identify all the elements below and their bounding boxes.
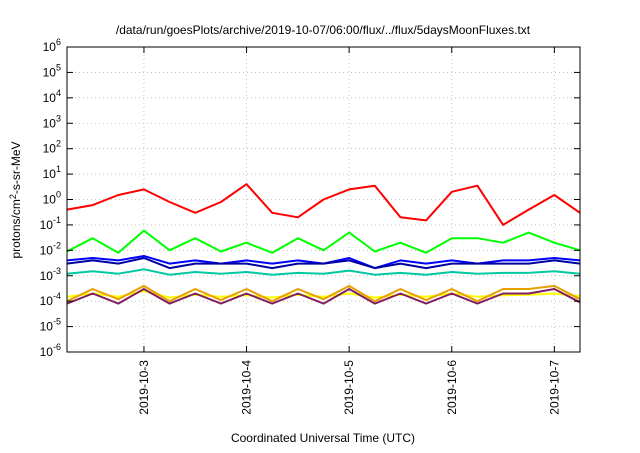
y-tick-base: 10 bbox=[43, 167, 57, 181]
y-tick-label: 100 bbox=[43, 190, 61, 207]
series-layer bbox=[66, 183, 581, 305]
y-tick-base: 10 bbox=[43, 142, 57, 156]
y-tick-exponent: 6 bbox=[56, 37, 61, 47]
y-tick-exponent: 5 bbox=[56, 62, 61, 72]
y-tick-base: 10 bbox=[43, 116, 57, 130]
y-tick-base: 10 bbox=[40, 243, 54, 257]
y-tick-label: 10-2 bbox=[40, 240, 61, 257]
y-tick-label: 10-1 bbox=[40, 215, 61, 232]
x-axis: 2019-10-3 2019-10-4 2019-10-5 2019-10-6 2019… bbox=[137, 47, 561, 415]
y-tick-exponent: 4 bbox=[56, 88, 61, 98]
y-tick-base: 10 bbox=[40, 294, 54, 308]
chart-title: /data/run/goesPlots/archive/2019-10-07/0… bbox=[116, 23, 531, 37]
y-axis: 10-610-510-410-310-210-11001011021031041… bbox=[40, 37, 580, 359]
x-tick-label: 2019-10-7 bbox=[547, 360, 561, 415]
series-line bbox=[66, 288, 581, 305]
series-line bbox=[66, 268, 581, 276]
y-tick-base: 10 bbox=[40, 320, 54, 334]
y-tick-label: 10-5 bbox=[40, 317, 61, 334]
y-tick-exponent: -4 bbox=[53, 291, 61, 301]
y-tick-label: 106 bbox=[43, 37, 61, 54]
x-tick-label: 2019-10-4 bbox=[240, 360, 254, 415]
y-tick-base: 10 bbox=[43, 40, 57, 54]
y-tick-label: 10-6 bbox=[40, 342, 61, 359]
y-tick-base: 10 bbox=[40, 345, 54, 359]
x-axis-label: Coordinated Universal Time (UTC) bbox=[231, 431, 415, 445]
y-axis-label: protons/cm2-s-sr-MeV bbox=[8, 141, 23, 258]
y-tick-exponent: -6 bbox=[53, 342, 61, 352]
y-tick-exponent: 0 bbox=[56, 190, 61, 200]
y-tick-exponent: -1 bbox=[53, 215, 61, 225]
y-tick-exponent: -2 bbox=[53, 240, 61, 250]
series-line bbox=[66, 183, 581, 226]
x-tick-label: 2019-10-3 bbox=[137, 360, 151, 415]
y-tick-label: 10-4 bbox=[40, 291, 61, 308]
x-tick-label: 2019-10-5 bbox=[342, 360, 356, 415]
y-tick-base: 10 bbox=[43, 65, 57, 79]
y-tick-exponent: 2 bbox=[56, 139, 61, 149]
y-tick-exponent: -3 bbox=[53, 266, 61, 276]
y-tick-label: 101 bbox=[43, 164, 61, 181]
y-tick-label: 105 bbox=[43, 62, 61, 79]
y-tick-label: 10-3 bbox=[40, 266, 61, 283]
y-axis-label-after: -s-sr-MeV bbox=[9, 141, 23, 194]
y-tick-base: 10 bbox=[40, 218, 54, 232]
series-line bbox=[66, 229, 581, 254]
series-line bbox=[66, 284, 581, 303]
y-tick-label: 102 bbox=[43, 139, 61, 156]
y-tick-label: 103 bbox=[43, 113, 61, 130]
y-axis-label-sup: 2 bbox=[8, 194, 18, 199]
y-tick-exponent: -5 bbox=[53, 317, 61, 327]
y-axis-label-before: protons/cm bbox=[9, 199, 23, 258]
y-tick-label: 104 bbox=[43, 88, 61, 105]
x-tick-label: 2019-10-6 bbox=[445, 360, 459, 415]
y-tick-base: 10 bbox=[40, 269, 54, 283]
y-tick-base: 10 bbox=[43, 193, 57, 207]
y-tick-base: 10 bbox=[43, 91, 57, 105]
series-line bbox=[66, 257, 581, 270]
y-tick-exponent: 3 bbox=[56, 113, 61, 123]
y-tick-exponent: 1 bbox=[56, 164, 61, 174]
